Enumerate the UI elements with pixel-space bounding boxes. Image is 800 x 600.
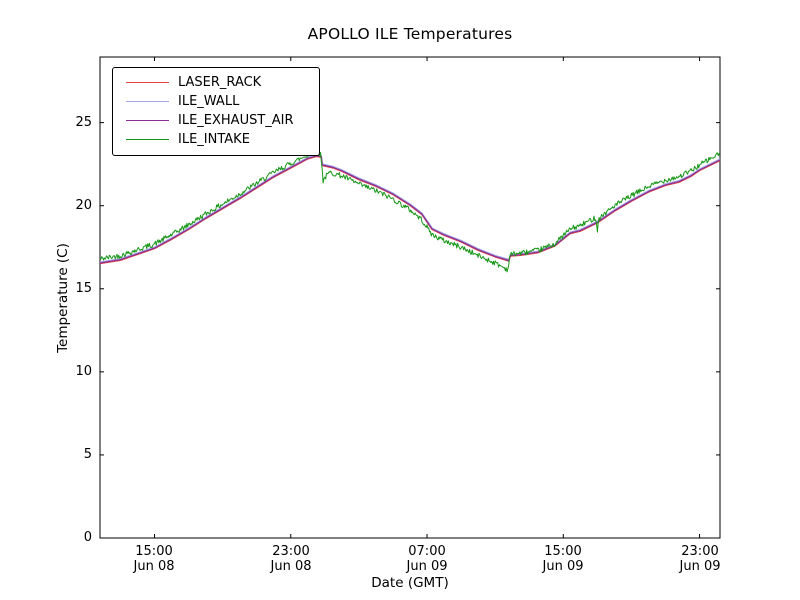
x-tick-label-3: 15:00 Jun 09 — [518, 544, 608, 574]
legend-label: ILE_WALL — [178, 94, 240, 109]
legend-item-ile-exhaust-air: ILE_EXHAUST_AIR — [113, 111, 319, 130]
y-tick-label-5: 5 — [83, 447, 92, 462]
legend-line-sample — [126, 120, 169, 121]
legend-item-laser-rack: LASER_RACK — [113, 73, 319, 92]
x-tick-label-1: 23:00 Jun 08 — [246, 544, 336, 574]
legend-item-ile-intake: ILE_INTAKE — [113, 130, 319, 149]
x-tick-time: 15:00 — [544, 544, 582, 559]
y-tick-label-25: 25 — [75, 115, 92, 130]
x-tick-label-4: 23:00 Jun 09 — [655, 544, 745, 574]
y-tick-label-10: 10 — [75, 364, 92, 379]
x-tick-time: 23:00 — [681, 544, 719, 559]
chart-title: APOLLO ILE Temperatures — [307, 25, 513, 43]
x-tick-time: 15:00 — [135, 544, 173, 559]
x-tick-time: 23:00 — [272, 544, 310, 559]
y-tick-label-20: 20 — [75, 198, 92, 213]
legend-item-ile-wall: ILE_WALL — [113, 92, 319, 111]
legend: LASER_RACK ILE_WALL ILE_EXHAUST_AIR ILE_… — [112, 67, 320, 156]
x-tick-date: Jun 08 — [133, 559, 175, 574]
x-tick-time: 07:00 — [408, 544, 446, 559]
x-tick-label-0: 15:00 Jun 08 — [109, 544, 199, 574]
legend-line-sample — [126, 139, 169, 140]
x-tick-date: Jun 09 — [406, 559, 448, 574]
legend-line-sample — [126, 101, 169, 102]
legend-line-sample — [126, 82, 169, 83]
x-axis-label: Date (GMT) — [371, 575, 449, 591]
x-tick-label-2: 07:00 Jun 09 — [382, 544, 472, 574]
y-tick-label-15: 15 — [75, 281, 92, 296]
legend-label: ILE_INTAKE — [178, 132, 250, 147]
legend-label: ILE_EXHAUST_AIR — [178, 113, 294, 128]
x-tick-date: Jun 09 — [542, 559, 584, 574]
x-tick-date: Jun 09 — [679, 559, 721, 574]
x-tick-date: Jun 08 — [270, 559, 312, 574]
legend-label: LASER_RACK — [178, 75, 262, 90]
y-tick-label-0: 0 — [83, 530, 92, 545]
